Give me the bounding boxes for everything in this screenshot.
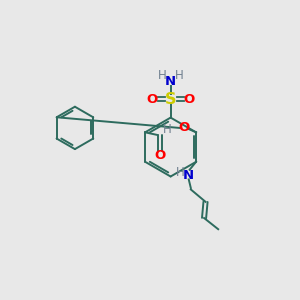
Text: S: S xyxy=(165,92,176,107)
Text: H: H xyxy=(175,69,183,82)
Text: O: O xyxy=(147,93,158,106)
Text: H: H xyxy=(158,69,167,82)
Text: N: N xyxy=(165,75,176,88)
Text: O: O xyxy=(154,149,166,162)
Text: H: H xyxy=(176,166,184,179)
Text: N: N xyxy=(183,169,194,182)
Text: H: H xyxy=(163,124,172,136)
Text: O: O xyxy=(178,121,189,134)
Text: O: O xyxy=(183,93,194,106)
